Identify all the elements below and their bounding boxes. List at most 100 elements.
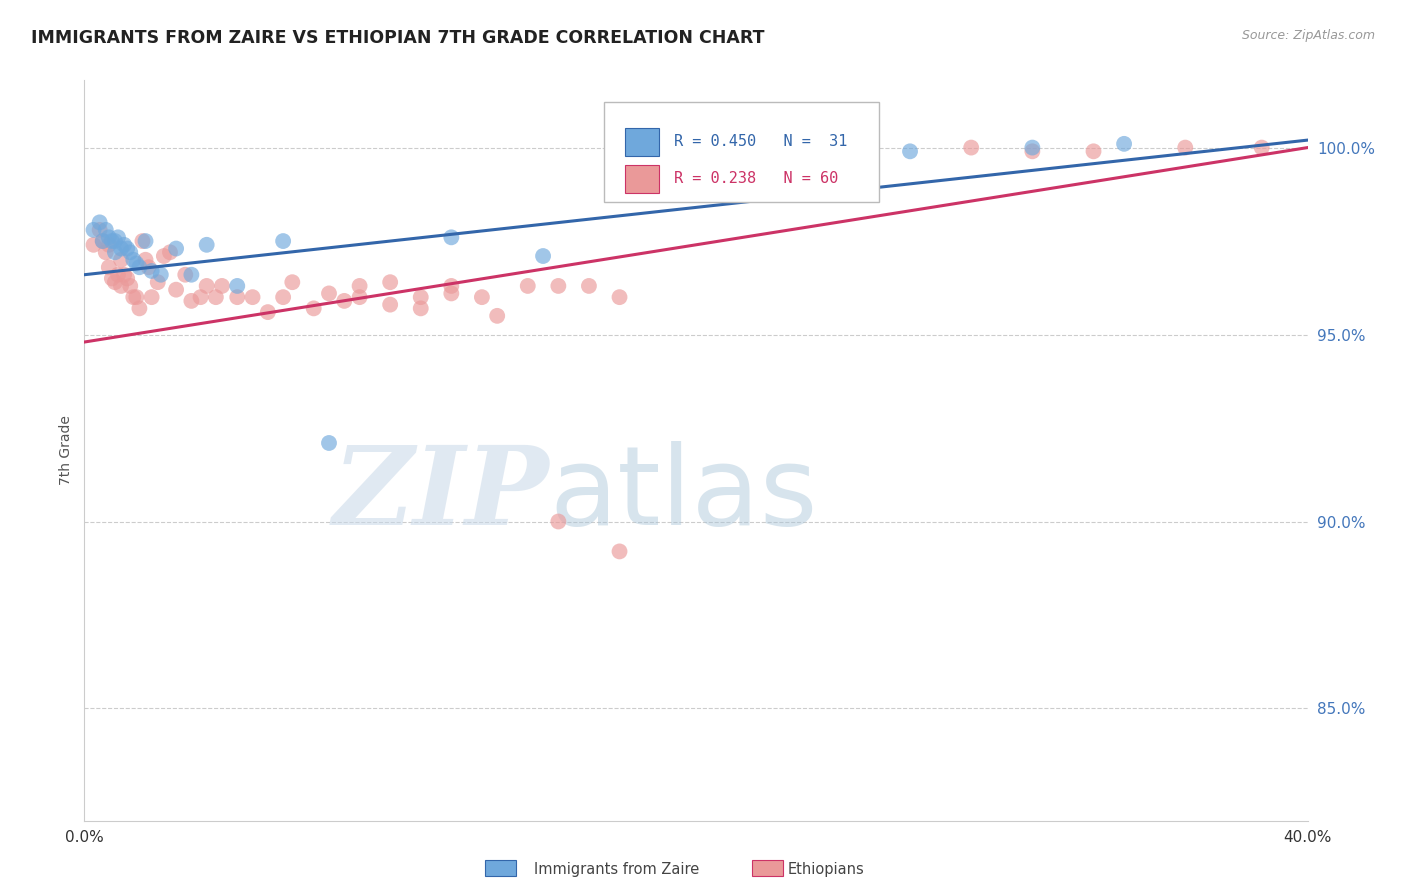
Point xyxy=(125,290,148,304)
Point xyxy=(153,249,176,263)
Point xyxy=(349,279,371,293)
Point xyxy=(318,436,340,450)
Text: IMMIGRANTS FROM ZAIRE VS ETHIOPIAN 7TH GRADE CORRELATION CHART: IMMIGRANTS FROM ZAIRE VS ETHIOPIAN 7TH G… xyxy=(31,29,765,46)
Point xyxy=(180,268,202,282)
Point xyxy=(440,286,463,301)
Point xyxy=(440,279,463,293)
Point xyxy=(165,283,187,297)
Text: ZIP: ZIP xyxy=(333,442,550,549)
Point xyxy=(531,249,554,263)
Point xyxy=(101,234,124,248)
Point xyxy=(1021,140,1043,154)
Point xyxy=(516,279,538,293)
Text: Source: ZipAtlas.com: Source: ZipAtlas.com xyxy=(1241,29,1375,42)
Bar xyxy=(626,128,659,156)
Point xyxy=(257,305,280,319)
Point xyxy=(101,271,124,285)
Point xyxy=(138,260,160,275)
Point xyxy=(83,223,105,237)
Y-axis label: 7th Grade: 7th Grade xyxy=(59,416,73,485)
Point xyxy=(97,260,120,275)
Point xyxy=(547,515,569,529)
Point xyxy=(128,260,150,275)
Point xyxy=(1250,140,1272,154)
Point xyxy=(83,237,105,252)
Text: Immigrants from Zaire: Immigrants from Zaire xyxy=(534,863,700,877)
Bar xyxy=(626,165,659,193)
Point xyxy=(1174,140,1197,154)
Point xyxy=(104,275,127,289)
Point xyxy=(115,242,138,256)
Point xyxy=(281,275,304,289)
Point xyxy=(110,279,132,293)
Point xyxy=(1083,145,1105,159)
Point xyxy=(91,234,114,248)
Point xyxy=(94,245,117,260)
Point xyxy=(141,264,163,278)
Point xyxy=(159,245,181,260)
Text: R = 0.450   N =  31: R = 0.450 N = 31 xyxy=(673,134,848,149)
Point xyxy=(110,252,132,267)
Point xyxy=(898,145,921,159)
Point xyxy=(122,290,145,304)
Text: R = 0.238   N = 60: R = 0.238 N = 60 xyxy=(673,171,838,186)
Point xyxy=(349,290,371,304)
FancyBboxPatch shape xyxy=(605,103,880,202)
Point xyxy=(91,234,114,248)
Point xyxy=(149,268,172,282)
Point xyxy=(135,234,157,248)
Point xyxy=(135,252,157,267)
Point xyxy=(302,301,325,316)
Point xyxy=(146,275,169,289)
Point xyxy=(226,279,249,293)
Point xyxy=(960,140,983,154)
Text: Ethiopians: Ethiopians xyxy=(787,863,865,877)
Point xyxy=(89,215,111,229)
Point xyxy=(97,237,120,252)
Point xyxy=(409,290,432,304)
Point xyxy=(180,293,202,308)
Point xyxy=(104,245,127,260)
Point xyxy=(115,271,138,285)
Point xyxy=(94,223,117,237)
Point xyxy=(226,290,249,304)
Point xyxy=(547,279,569,293)
Point xyxy=(195,237,218,252)
Point xyxy=(409,301,432,316)
Point xyxy=(112,268,135,282)
Point xyxy=(125,256,148,270)
Point xyxy=(131,234,153,248)
Point xyxy=(104,234,127,248)
Point xyxy=(609,544,631,558)
Point xyxy=(609,290,631,304)
Point xyxy=(195,279,218,293)
Point xyxy=(380,298,402,312)
Point xyxy=(486,309,509,323)
Point xyxy=(122,252,145,267)
Point xyxy=(440,230,463,244)
Point xyxy=(97,230,120,244)
Point xyxy=(271,290,294,304)
Point xyxy=(110,242,132,256)
Point xyxy=(174,268,197,282)
Point xyxy=(165,242,187,256)
Point xyxy=(107,268,129,282)
Point xyxy=(120,245,142,260)
Point xyxy=(107,230,129,244)
Point xyxy=(1114,136,1136,151)
Point xyxy=(333,293,356,308)
Point xyxy=(112,237,135,252)
Point xyxy=(190,290,212,304)
Point xyxy=(380,275,402,289)
Point xyxy=(242,290,264,304)
Point xyxy=(211,279,233,293)
Point xyxy=(578,279,600,293)
Point xyxy=(141,290,163,304)
Point xyxy=(120,279,142,293)
Point xyxy=(1021,145,1043,159)
Point xyxy=(271,234,294,248)
Point xyxy=(471,290,494,304)
Point xyxy=(318,286,340,301)
Point xyxy=(205,290,228,304)
Text: atlas: atlas xyxy=(550,442,818,549)
